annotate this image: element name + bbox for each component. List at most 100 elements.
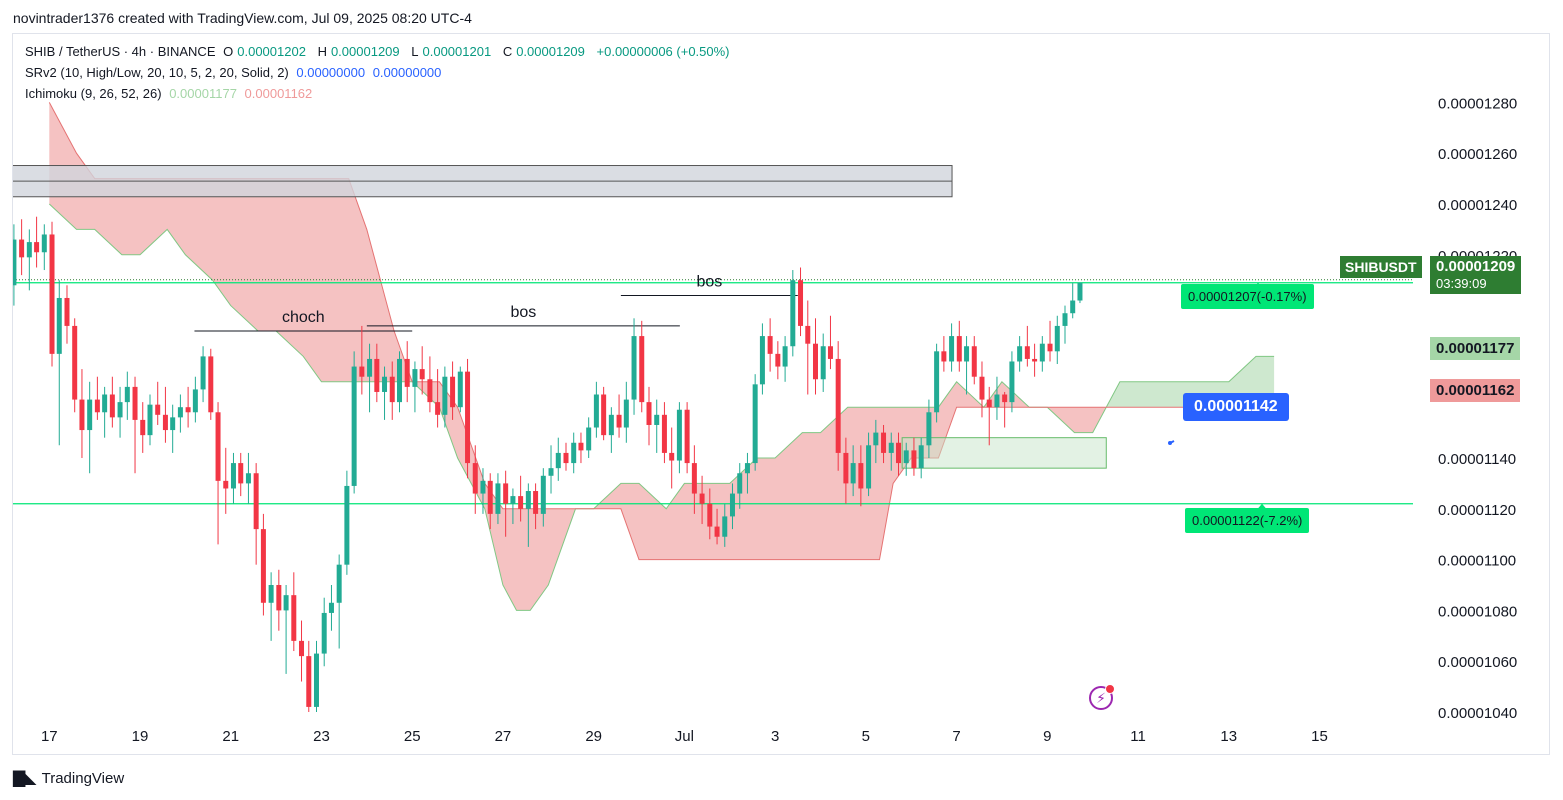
candle-down (359, 325, 365, 395)
span-a-tag: 0.00001177 (1430, 337, 1521, 360)
candle-body (147, 404, 153, 436)
candle-down (896, 432, 902, 476)
candle-down (306, 640, 312, 712)
candle-up (782, 336, 788, 382)
candle-body (397, 358, 403, 403)
alert-upper[interactable]: 0.00001207(-0.17%) (1181, 284, 1314, 309)
candle-body (699, 493, 705, 504)
candle-up (555, 437, 561, 481)
cursor-price-tag[interactable]: 0.00001142 (1183, 393, 1289, 421)
horizontal-lines (13, 279, 1413, 511)
x-tick-label: 23 (313, 728, 330, 745)
candle-body (949, 336, 955, 362)
candle-up (124, 371, 130, 420)
candle-down (661, 402, 667, 464)
candle-down (669, 427, 675, 489)
candle-down (941, 336, 947, 372)
candle-up (737, 463, 743, 509)
candle-body (170, 417, 176, 431)
candle-body (646, 402, 652, 425)
candle-body (964, 346, 970, 362)
candle-body (503, 483, 509, 504)
last-price-tag: 0.00001209 03:39:09 (1430, 256, 1522, 294)
candle-down (64, 285, 70, 344)
candle-up (722, 503, 728, 547)
candle-up (102, 386, 108, 438)
candle-up (540, 468, 546, 527)
candle-down (699, 475, 705, 525)
candle-up (268, 572, 274, 641)
candle-up (820, 333, 826, 392)
structure-lines (194, 294, 798, 332)
footer-logo[interactable]: ▇◣ TradingView (13, 768, 124, 788)
candle-up (367, 343, 373, 413)
candle-up (480, 468, 486, 514)
candle-body (487, 480, 493, 514)
candle-body (87, 399, 93, 431)
candle-down (812, 318, 818, 395)
candle-body (714, 526, 720, 537)
candle-body (162, 414, 168, 431)
legend-ohlc: SHIB / TetherUS · 4h · BINANCE O 0.000012… (23, 44, 736, 59)
candle-up (1009, 351, 1015, 413)
candle-body (117, 402, 123, 418)
notification-dot (1105, 684, 1115, 694)
candle-down (487, 473, 493, 530)
candle-down (518, 475, 524, 522)
alert-lower[interactable]: 0.00001122(-7.2%) (1185, 508, 1310, 533)
candle-body (578, 442, 584, 451)
candle-up (495, 473, 501, 525)
candle-down (427, 356, 433, 413)
candle-body (1009, 361, 1015, 403)
candle-up (593, 381, 599, 438)
candle-body (450, 376, 456, 408)
candle-body (601, 394, 607, 436)
candle-body (200, 356, 206, 390)
candle-body (306, 656, 312, 707)
candle-down (986, 386, 992, 446)
y-tick-label: 0.00001260 (1438, 146, 1517, 163)
candle-up (344, 470, 350, 575)
candle-down (260, 513, 266, 616)
chart-canvas[interactable]: 17 19 21 23 25 27 29 Jul 3 5 7 9 11 13 15 0.00001280 0.0… (13, 34, 1549, 754)
legend-low: 0.00001201 (422, 44, 492, 59)
candle-body (676, 409, 682, 461)
y-tick-label: 0.00001240 (1438, 197, 1517, 214)
candle-down (465, 358, 471, 479)
x-tick-label: 25 (404, 728, 421, 745)
candle-up (177, 394, 183, 433)
candle-body (752, 384, 758, 464)
candle-down (881, 424, 887, 464)
candle-body (722, 516, 728, 537)
chart-frame[interactable]: 17 19 21 23 25 27 29 Jul 3 5 7 9 11 13 15 0.00001280 0.0… (12, 33, 1550, 755)
candles (13, 216, 1083, 712)
candle-body (457, 371, 463, 408)
candle-down (691, 445, 697, 514)
candle-up (873, 419, 879, 464)
candle-body (442, 376, 448, 415)
legend-open: 0.00001202 (237, 44, 306, 59)
candle-down (49, 221, 55, 367)
candle-down (1002, 391, 1008, 428)
candle-body (563, 452, 569, 464)
candle-body (805, 325, 811, 344)
candle-down (19, 219, 25, 276)
legend-ichimoku[interactable]: Ichimoku (9, 26, 52, 26) 0.00001177 0.00… (23, 86, 319, 101)
candle-down (72, 318, 78, 413)
candle-body (586, 427, 592, 451)
candle-up (608, 407, 614, 453)
span-b-tag: 0.00001162 (1430, 379, 1521, 402)
lightning-icon[interactable]: ⚡ (1089, 684, 1115, 710)
candle-body (1070, 300, 1076, 314)
candle-body (328, 602, 334, 613)
legend-change: +0.00000006 (+0.50%) (596, 44, 730, 59)
candle-up (525, 483, 531, 547)
candle-body (669, 452, 675, 461)
candle-body (495, 483, 501, 514)
tradingview-logo-icon: ▇◣ (13, 770, 37, 787)
candle-down (215, 402, 221, 545)
candle-body (359, 366, 365, 377)
legend-close: 0.00001209 (516, 44, 585, 59)
legend-srv2[interactable]: SRv2 (10, High/Low, 20, 10, 5, 2, 20, So… (23, 65, 448, 80)
candle-up (623, 381, 629, 443)
